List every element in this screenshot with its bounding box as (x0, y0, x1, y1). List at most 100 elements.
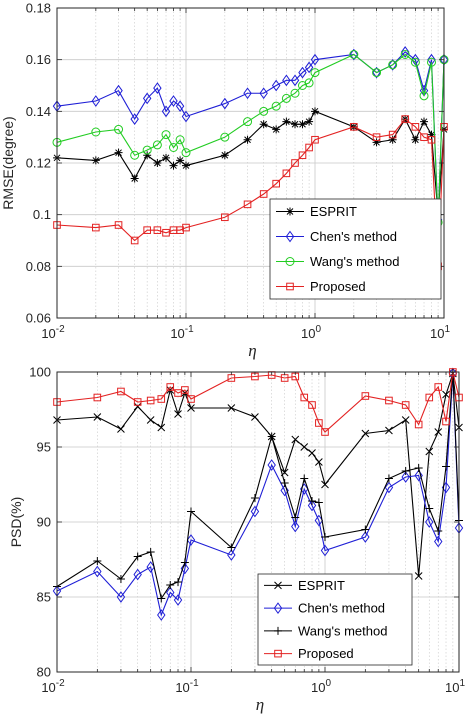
data-point (401, 416, 410, 424)
data-point (227, 404, 236, 412)
data-point (310, 53, 320, 66)
y-tick-label: 80 (37, 665, 51, 680)
data-point (372, 133, 381, 141)
data-point (361, 429, 370, 438)
data-point (250, 505, 260, 518)
data-point (220, 97, 230, 110)
data-point (175, 100, 185, 113)
data-point (388, 130, 397, 139)
data-point (280, 479, 289, 487)
legend-label: ESPRIT (310, 204, 357, 219)
legend-item: Wang's method (276, 254, 399, 269)
y-axis-label: PSD(%) (8, 497, 24, 548)
data-point (385, 396, 393, 405)
data-point (157, 609, 166, 621)
data-point (227, 549, 236, 561)
data-point (161, 105, 171, 118)
data-point (267, 432, 276, 441)
data-point (321, 480, 329, 489)
data-point (420, 133, 428, 141)
legend-label: ESPRIT (298, 578, 345, 593)
data-point (297, 81, 307, 90)
data-point (166, 383, 175, 391)
data-point (434, 535, 443, 548)
data-point (116, 591, 126, 603)
data-point (117, 387, 125, 396)
data-point (180, 558, 189, 567)
x-axis: 10-2 10-1 100 101 (41, 8, 450, 341)
x-tick-label: 10-2 (41, 678, 65, 695)
data-point (182, 223, 190, 232)
data-point (321, 428, 329, 436)
data-point (259, 106, 269, 116)
data-point (181, 386, 189, 394)
data-point (305, 143, 313, 152)
legend: ESPRIT Chen's method Wang's method Proposed (269, 198, 442, 300)
rmse-chart: 10-2 10-1 100 101 0.06 0.08 0.1 0.12 0.14 0.16 0.1… (0, 1, 450, 361)
data-point (280, 484, 289, 497)
data-point (305, 117, 314, 126)
data-point (91, 156, 100, 165)
data-point (186, 534, 196, 546)
data-point (384, 474, 393, 483)
data-point (173, 594, 183, 606)
data-point (146, 561, 155, 573)
series-line (56, 118, 445, 267)
legend-item: Proposed (276, 279, 366, 294)
data-point (290, 88, 300, 98)
data-point (176, 226, 184, 234)
data-point (143, 151, 152, 160)
data-point (400, 46, 410, 58)
y-tick-label: 85 (37, 590, 51, 605)
data-point (298, 151, 307, 160)
data-point (311, 135, 319, 144)
series-line (56, 373, 460, 617)
data-point (91, 95, 101, 107)
data-point (271, 79, 281, 92)
data-point (168, 143, 178, 152)
data-point (220, 151, 229, 160)
legend-item: ESPRIT (276, 204, 357, 219)
data-point (304, 78, 314, 88)
data-point (307, 499, 317, 512)
data-point (282, 117, 291, 126)
data-point (388, 135, 397, 144)
y-tick-label: 0.18 (26, 1, 51, 16)
data-point (182, 161, 190, 170)
legend-marker (285, 230, 295, 243)
data-point (414, 420, 423, 429)
x-axis-label: η (256, 695, 264, 714)
data-point (187, 404, 195, 412)
x-axis: 10-2 10-1 100 101 (41, 372, 465, 695)
data-point (388, 60, 398, 70)
data-point (434, 383, 443, 391)
legend-item: Chen's method (276, 229, 397, 244)
data-point (146, 548, 155, 556)
data-point (93, 565, 102, 578)
x-tick-label: 101 (445, 678, 465, 695)
data-point (130, 174, 139, 183)
data-point (227, 543, 236, 552)
data-point (162, 228, 170, 237)
y-tick-label: 100 (29, 365, 51, 380)
legend-marker (274, 649, 282, 658)
data-point (411, 135, 420, 144)
data-point (442, 390, 450, 399)
data-point (300, 474, 309, 483)
data-point (425, 504, 434, 513)
data-point (92, 223, 100, 232)
data-point (442, 417, 450, 426)
x-tick-label: 100 (301, 324, 321, 341)
data-point (157, 423, 166, 432)
data-point (272, 125, 281, 134)
data-point (146, 416, 155, 424)
data-point (300, 443, 309, 451)
data-point (420, 117, 429, 126)
y-tick-label: 0.16 (26, 52, 51, 67)
data-point (175, 135, 185, 145)
x-tick-label: 100 (311, 678, 331, 695)
data-point (385, 426, 393, 435)
data-point (384, 481, 394, 494)
data-point (291, 435, 300, 444)
data-point (411, 123, 420, 131)
